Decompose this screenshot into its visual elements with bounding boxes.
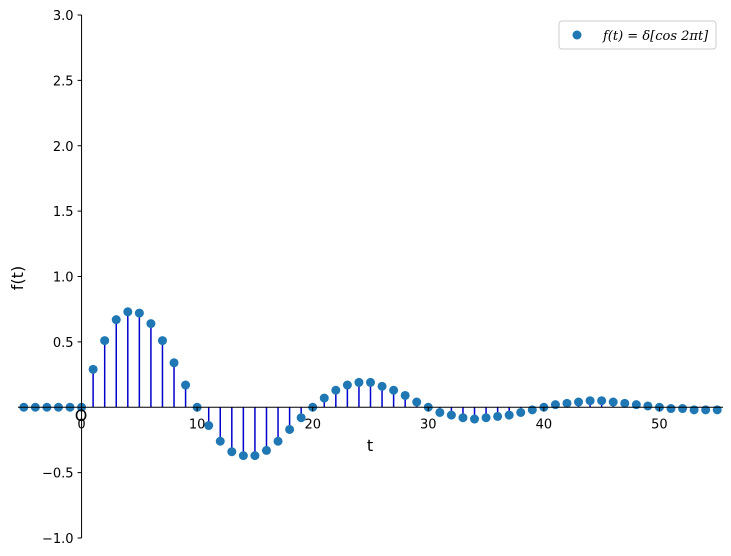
data-point — [516, 407, 526, 417]
data-point — [412, 397, 422, 407]
x-tick-label: 0 — [77, 417, 85, 432]
data-point — [111, 315, 121, 325]
y-ticks-group: −1.0 −0.5 0.5 1.0 1.5 2.0 2.5 3.0 — [42, 9, 82, 547]
data-point — [678, 404, 688, 414]
data-point — [550, 400, 560, 410]
data-point — [389, 385, 399, 395]
data-point — [470, 414, 480, 424]
data-point — [204, 421, 214, 431]
data-point — [250, 451, 260, 461]
data-point — [493, 411, 503, 421]
data-point — [585, 396, 595, 406]
data-point — [146, 319, 156, 329]
data-point — [562, 398, 572, 408]
data-point — [712, 405, 722, 415]
data-point — [319, 393, 329, 403]
data-point — [238, 451, 248, 461]
x-tick-label: 10 — [189, 417, 206, 432]
data-point — [446, 410, 456, 420]
data-point — [88, 364, 98, 374]
y-tick-label: 3.0 — [53, 9, 74, 24]
y-tick-label: 2.5 — [53, 74, 74, 89]
x-axis-label: t — [367, 436, 373, 455]
y-tick-label: −0.5 — [42, 467, 74, 482]
data-point — [366, 377, 375, 387]
data-point — [169, 358, 179, 368]
x-tick-label: 50 — [651, 417, 668, 432]
data-point — [400, 390, 410, 400]
x-ticks-group: 0 10 20 30 40 50 — [77, 407, 668, 432]
y-tick-label: 2.0 — [53, 140, 74, 155]
data-point — [273, 436, 283, 446]
data-point — [620, 398, 630, 408]
data-point — [689, 405, 699, 415]
data-point — [527, 405, 537, 415]
data-point — [701, 405, 711, 415]
data-point — [597, 396, 607, 406]
data-point — [481, 413, 491, 423]
legend: f(t) = δ[cos 2πt] — [558, 20, 717, 50]
data-point — [100, 336, 110, 346]
origin-label: O — [75, 406, 88, 425]
data-point — [631, 400, 641, 410]
data-point — [574, 397, 584, 407]
y-tick-label: −1.0 — [42, 532, 74, 547]
x-tick-label: 40 — [536, 417, 553, 432]
data-point — [134, 308, 144, 318]
data-point — [331, 385, 341, 395]
points-group — [19, 307, 722, 461]
data-point — [215, 436, 225, 446]
data-point — [296, 413, 306, 423]
data-point — [458, 413, 468, 423]
data-point — [435, 407, 445, 417]
x-tick-label: 20 — [304, 417, 321, 432]
data-point — [261, 445, 271, 455]
y-tick-label: 0.5 — [53, 336, 74, 351]
data-point — [666, 404, 676, 414]
y-axis-label: f(t) — [8, 266, 27, 290]
data-point — [377, 381, 387, 391]
data-point — [181, 380, 191, 390]
data-point — [608, 397, 618, 407]
legend-box — [558, 20, 717, 50]
data-point — [123, 307, 133, 317]
y-tick-label: 1.0 — [53, 271, 74, 286]
data-point — [285, 424, 295, 434]
x-tick-label: 30 — [420, 417, 437, 432]
data-point — [157, 336, 167, 346]
legend-label: f(t) = δ[cos 2πt] — [602, 29, 709, 44]
data-point — [227, 447, 237, 457]
legend-marker — [572, 30, 582, 40]
data-point — [354, 377, 364, 387]
data-point — [504, 410, 514, 420]
data-point — [342, 380, 352, 390]
data-point — [643, 401, 653, 411]
y-tick-label: 1.5 — [53, 205, 74, 220]
